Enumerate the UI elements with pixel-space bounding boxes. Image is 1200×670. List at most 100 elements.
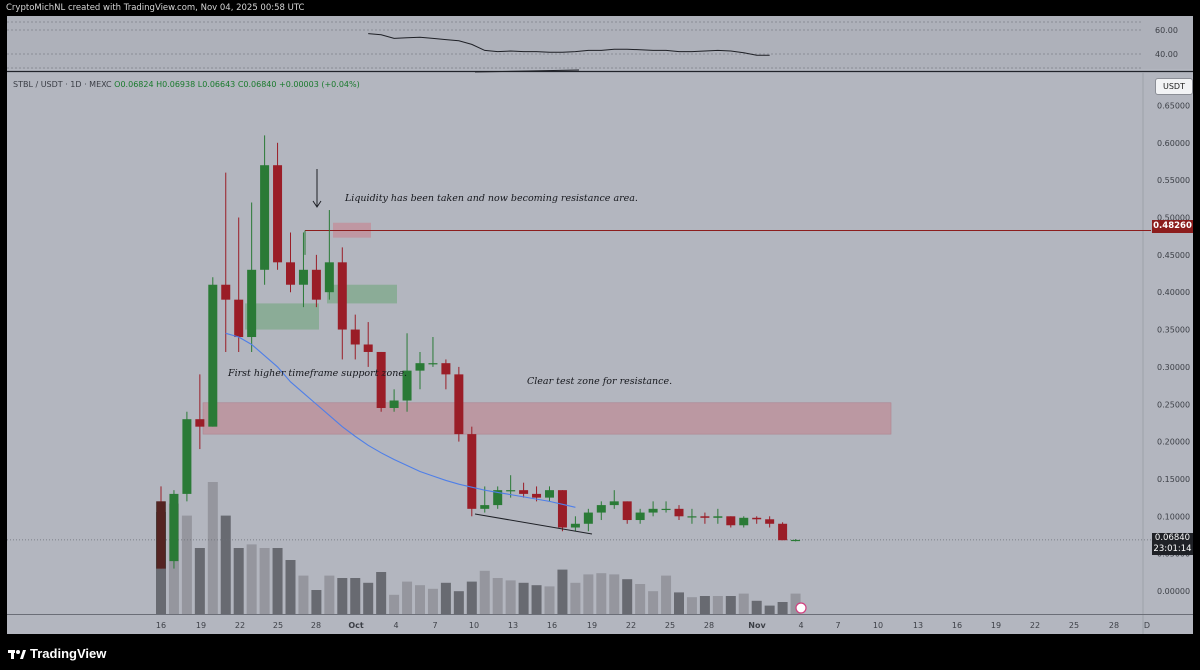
x-axis-tick-label: Nov [748, 621, 766, 630]
volume-bar [363, 582, 374, 614]
x-axis-tick-label: 25 [665, 621, 675, 630]
x-axis-tick-label: 22 [235, 621, 245, 630]
volume-bar [712, 596, 723, 614]
candle-body [415, 363, 425, 371]
last-price-label: 0.06840 23:01:14 [1152, 533, 1193, 555]
y-axis-tick-label: 0.30000 [1157, 363, 1190, 372]
oscillator-tick-label: 60.00 [1155, 26, 1178, 35]
volume-bar [311, 590, 322, 614]
volume-bar [557, 569, 568, 614]
candle-body [596, 505, 606, 513]
trendline [474, 513, 593, 535]
x-axis-tick-label: 28 [311, 621, 321, 630]
volume-bar [194, 548, 205, 614]
candle-body [389, 400, 399, 408]
candle-body [182, 419, 192, 494]
volume-bar [389, 594, 400, 614]
volume-bar [220, 515, 231, 614]
symbol-name: STBL / USDT · 1D · MEXC [13, 80, 112, 89]
candle-body [661, 508, 671, 511]
candle-body [532, 493, 542, 498]
volume-bar [272, 548, 283, 614]
volume-bar [725, 596, 736, 614]
x-axis-tick-label: 4 [798, 621, 803, 630]
x-axis-tick-label: 25 [1069, 621, 1079, 630]
resistance-price-label: 0.48260 [1152, 220, 1193, 233]
volume-bar [207, 482, 218, 614]
y-axis-tick-label: 0.60000 [1157, 139, 1190, 148]
volume-bar [686, 597, 697, 614]
arrow-down-head-icon [312, 200, 322, 208]
candle-body [221, 284, 231, 300]
x-axis-tick-label: 10 [873, 621, 883, 630]
tradingview-logo-icon [8, 650, 26, 659]
candle-body [350, 329, 360, 345]
symbol-info: STBL / USDT · 1D · MEXC O0.06824 H0.0693… [13, 80, 360, 89]
volume-bar [699, 596, 710, 614]
volume-bar [259, 548, 270, 614]
y-axis-tick-label: 0.55000 [1157, 176, 1190, 185]
volume-bar [531, 585, 542, 614]
volume-bar [324, 575, 335, 614]
candle-body [519, 490, 529, 494]
x-axis-tick-label: 19 [196, 621, 206, 630]
candle-body [622, 501, 632, 521]
candle-body [674, 508, 684, 517]
volume-bar [674, 592, 684, 614]
y-axis-tick-label: 0.40000 [1157, 288, 1190, 297]
volume-bar [751, 600, 762, 614]
x-axis-tick-label: 19 [991, 621, 1001, 630]
y-axis-tick-label: 0.35000 [1157, 326, 1190, 335]
candle-body [273, 165, 283, 263]
volume-bar [492, 578, 503, 614]
y-axis-tick-label: 0.00000 [1157, 587, 1190, 596]
x-axis-tick-label: 16 [156, 621, 166, 630]
bar-countdown: 23:01:14 [1153, 544, 1192, 554]
price-chart[interactable]: 60.0040.000.650000.600000.550000.500000.… [7, 16, 1193, 634]
zone-support [327, 284, 397, 304]
x-axis-tick-label: 28 [1109, 621, 1119, 630]
volume-bar [609, 574, 620, 614]
volume-bar [453, 591, 464, 614]
candle-body [570, 523, 580, 528]
ohlc-values: O0.06824 H0.06938 L0.06643 C0.06840 +0.0… [114, 80, 360, 89]
candle-body [286, 262, 295, 285]
annotation-resistance: Clear test zone for resistance. [527, 376, 673, 387]
candle-body [635, 512, 645, 521]
candle-body [752, 517, 762, 520]
oscillator-line [368, 33, 770, 56]
moving-average-line [225, 332, 576, 508]
currency-button[interactable]: USDT [1155, 78, 1193, 95]
x-axis-tick-label: 13 [913, 621, 923, 630]
zone-resistance [202, 402, 892, 435]
candle-body [467, 434, 477, 509]
volume-bar [427, 588, 438, 614]
annotation-liquidity: Liquidity has been taken and now becomin… [345, 193, 638, 204]
header-bar: CryptoMichNL created with TradingView.co… [0, 0, 1200, 17]
volume-bar [738, 593, 749, 614]
volume-bar [518, 582, 529, 614]
candle-body [700, 516, 710, 518]
oscillator-divergence-line [474, 69, 580, 73]
candle-body [583, 512, 593, 524]
x-axis-tick-label: 19 [587, 621, 597, 630]
candle-body [791, 539, 801, 542]
y-axis-tick-label: 0.65000 [1157, 101, 1190, 110]
x-axis-tick-label: 16 [547, 621, 557, 630]
x-axis-tick-label: 4 [393, 621, 398, 630]
volume-bar [570, 582, 581, 614]
annotation-support: First higher timeframe support zone. [228, 368, 408, 379]
volume-bar [337, 578, 348, 614]
candle-body [376, 351, 386, 408]
candle-body [402, 370, 412, 401]
chart-panel[interactable]: 60.00 40.00 0.65000 0.60000 0.55000 0.50000 0.… [7, 16, 1193, 634]
x-axis-tick-label: 7 [432, 621, 437, 630]
candle-body [765, 519, 775, 524]
volume-bar [661, 575, 672, 614]
candle-body [557, 490, 567, 528]
x-axis-tick-label: D [1144, 621, 1150, 630]
x-axis-tick-label: 13 [508, 621, 518, 630]
volume-bar [350, 578, 361, 614]
volume-bar [466, 581, 477, 614]
candle-body [506, 490, 516, 492]
